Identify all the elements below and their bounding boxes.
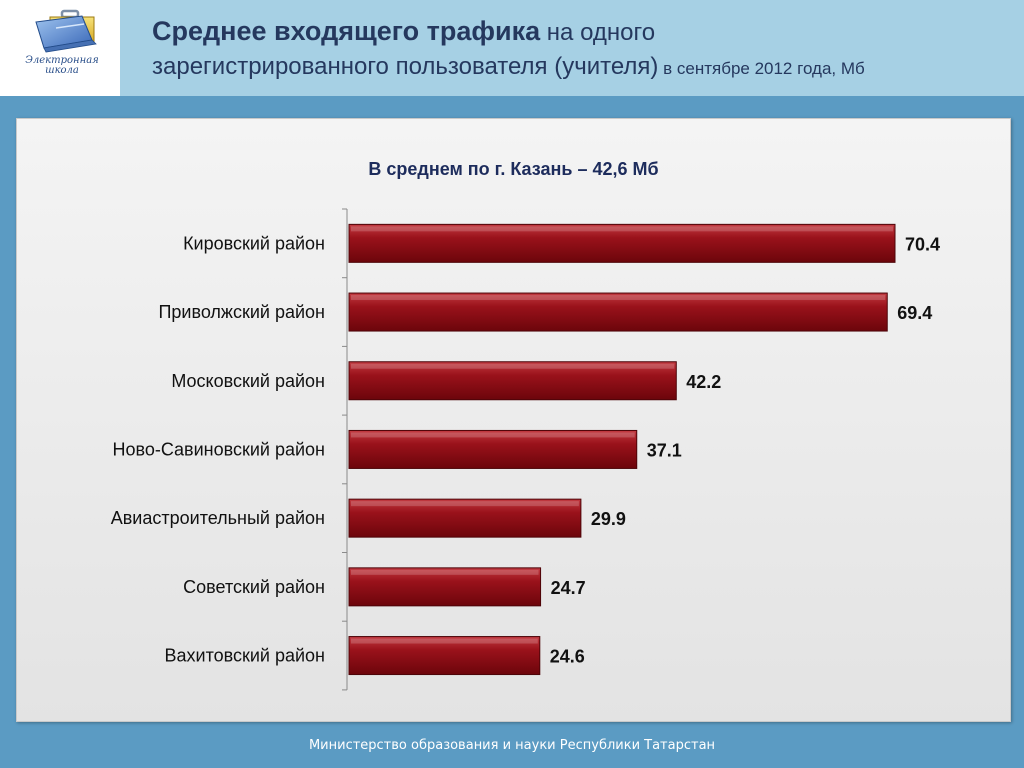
- page-title-line2: зарегистрированного пользователя (учител…: [152, 53, 659, 80]
- bar-highlight: [351, 363, 675, 369]
- page-title-rest: на одного: [540, 19, 656, 46]
- bar: [348, 636, 541, 676]
- category-label: Кировский район: [183, 233, 325, 253]
- bar-highlight: [351, 226, 893, 232]
- data-label: 24.7: [551, 578, 586, 598]
- bar-highlight: [351, 432, 635, 438]
- bar-highlight: [351, 501, 579, 507]
- bar: [348, 567, 542, 607]
- page-title-bold: Среднее входящего трафика: [152, 16, 541, 46]
- slide-header: Электронная школа Среднее входящего траф…: [0, 0, 1024, 96]
- bar-highlight: [351, 638, 538, 644]
- data-label: 29.9: [591, 509, 626, 529]
- page-title: Среднее входящего трафика на одного заре…: [152, 14, 1012, 86]
- data-label: 42.2: [686, 372, 721, 392]
- category-label: Вахитовский район: [165, 646, 326, 666]
- chart-panel: В среднем по г. Казань – 42,6 Мб Кировск…: [16, 118, 1011, 722]
- bar: [348, 361, 677, 401]
- page-title-small: в сентябре 2012 года, Мб: [658, 59, 865, 78]
- data-label: 37.1: [647, 440, 682, 460]
- category-label: Приволжский район: [158, 302, 325, 322]
- bar-chart: Кировский район 70.4 Приволжский район 69.4…: [111, 208, 940, 691]
- data-label: 70.4: [905, 234, 940, 254]
- logo-text-line2: школа: [45, 65, 79, 76]
- bar-highlight: [351, 295, 886, 301]
- bar: [348, 223, 896, 263]
- category-label: Советский район: [183, 577, 325, 597]
- category-label: Авиастроительный район: [111, 508, 325, 528]
- data-label: 24.6: [550, 647, 585, 667]
- category-label: Московский район: [171, 371, 325, 391]
- footer-text: Министерство образования и науки Республ…: [308, 738, 716, 753]
- logo: Электронная школа: [0, 0, 120, 96]
- chart-title: В среднем по г. Казань – 42,6 Мб: [368, 159, 659, 179]
- data-label: 69.4: [897, 303, 932, 323]
- bar: [348, 498, 582, 538]
- category-label: Ново-Савиновский район: [112, 439, 325, 459]
- bar-highlight: [351, 569, 539, 575]
- briefcase-laptop-icon: [35, 9, 97, 53]
- bar: [348, 292, 888, 332]
- logo-text: Электронная школа: [12, 56, 112, 76]
- logo-text-line1: Электронная: [25, 55, 99, 66]
- bar: [348, 429, 638, 469]
